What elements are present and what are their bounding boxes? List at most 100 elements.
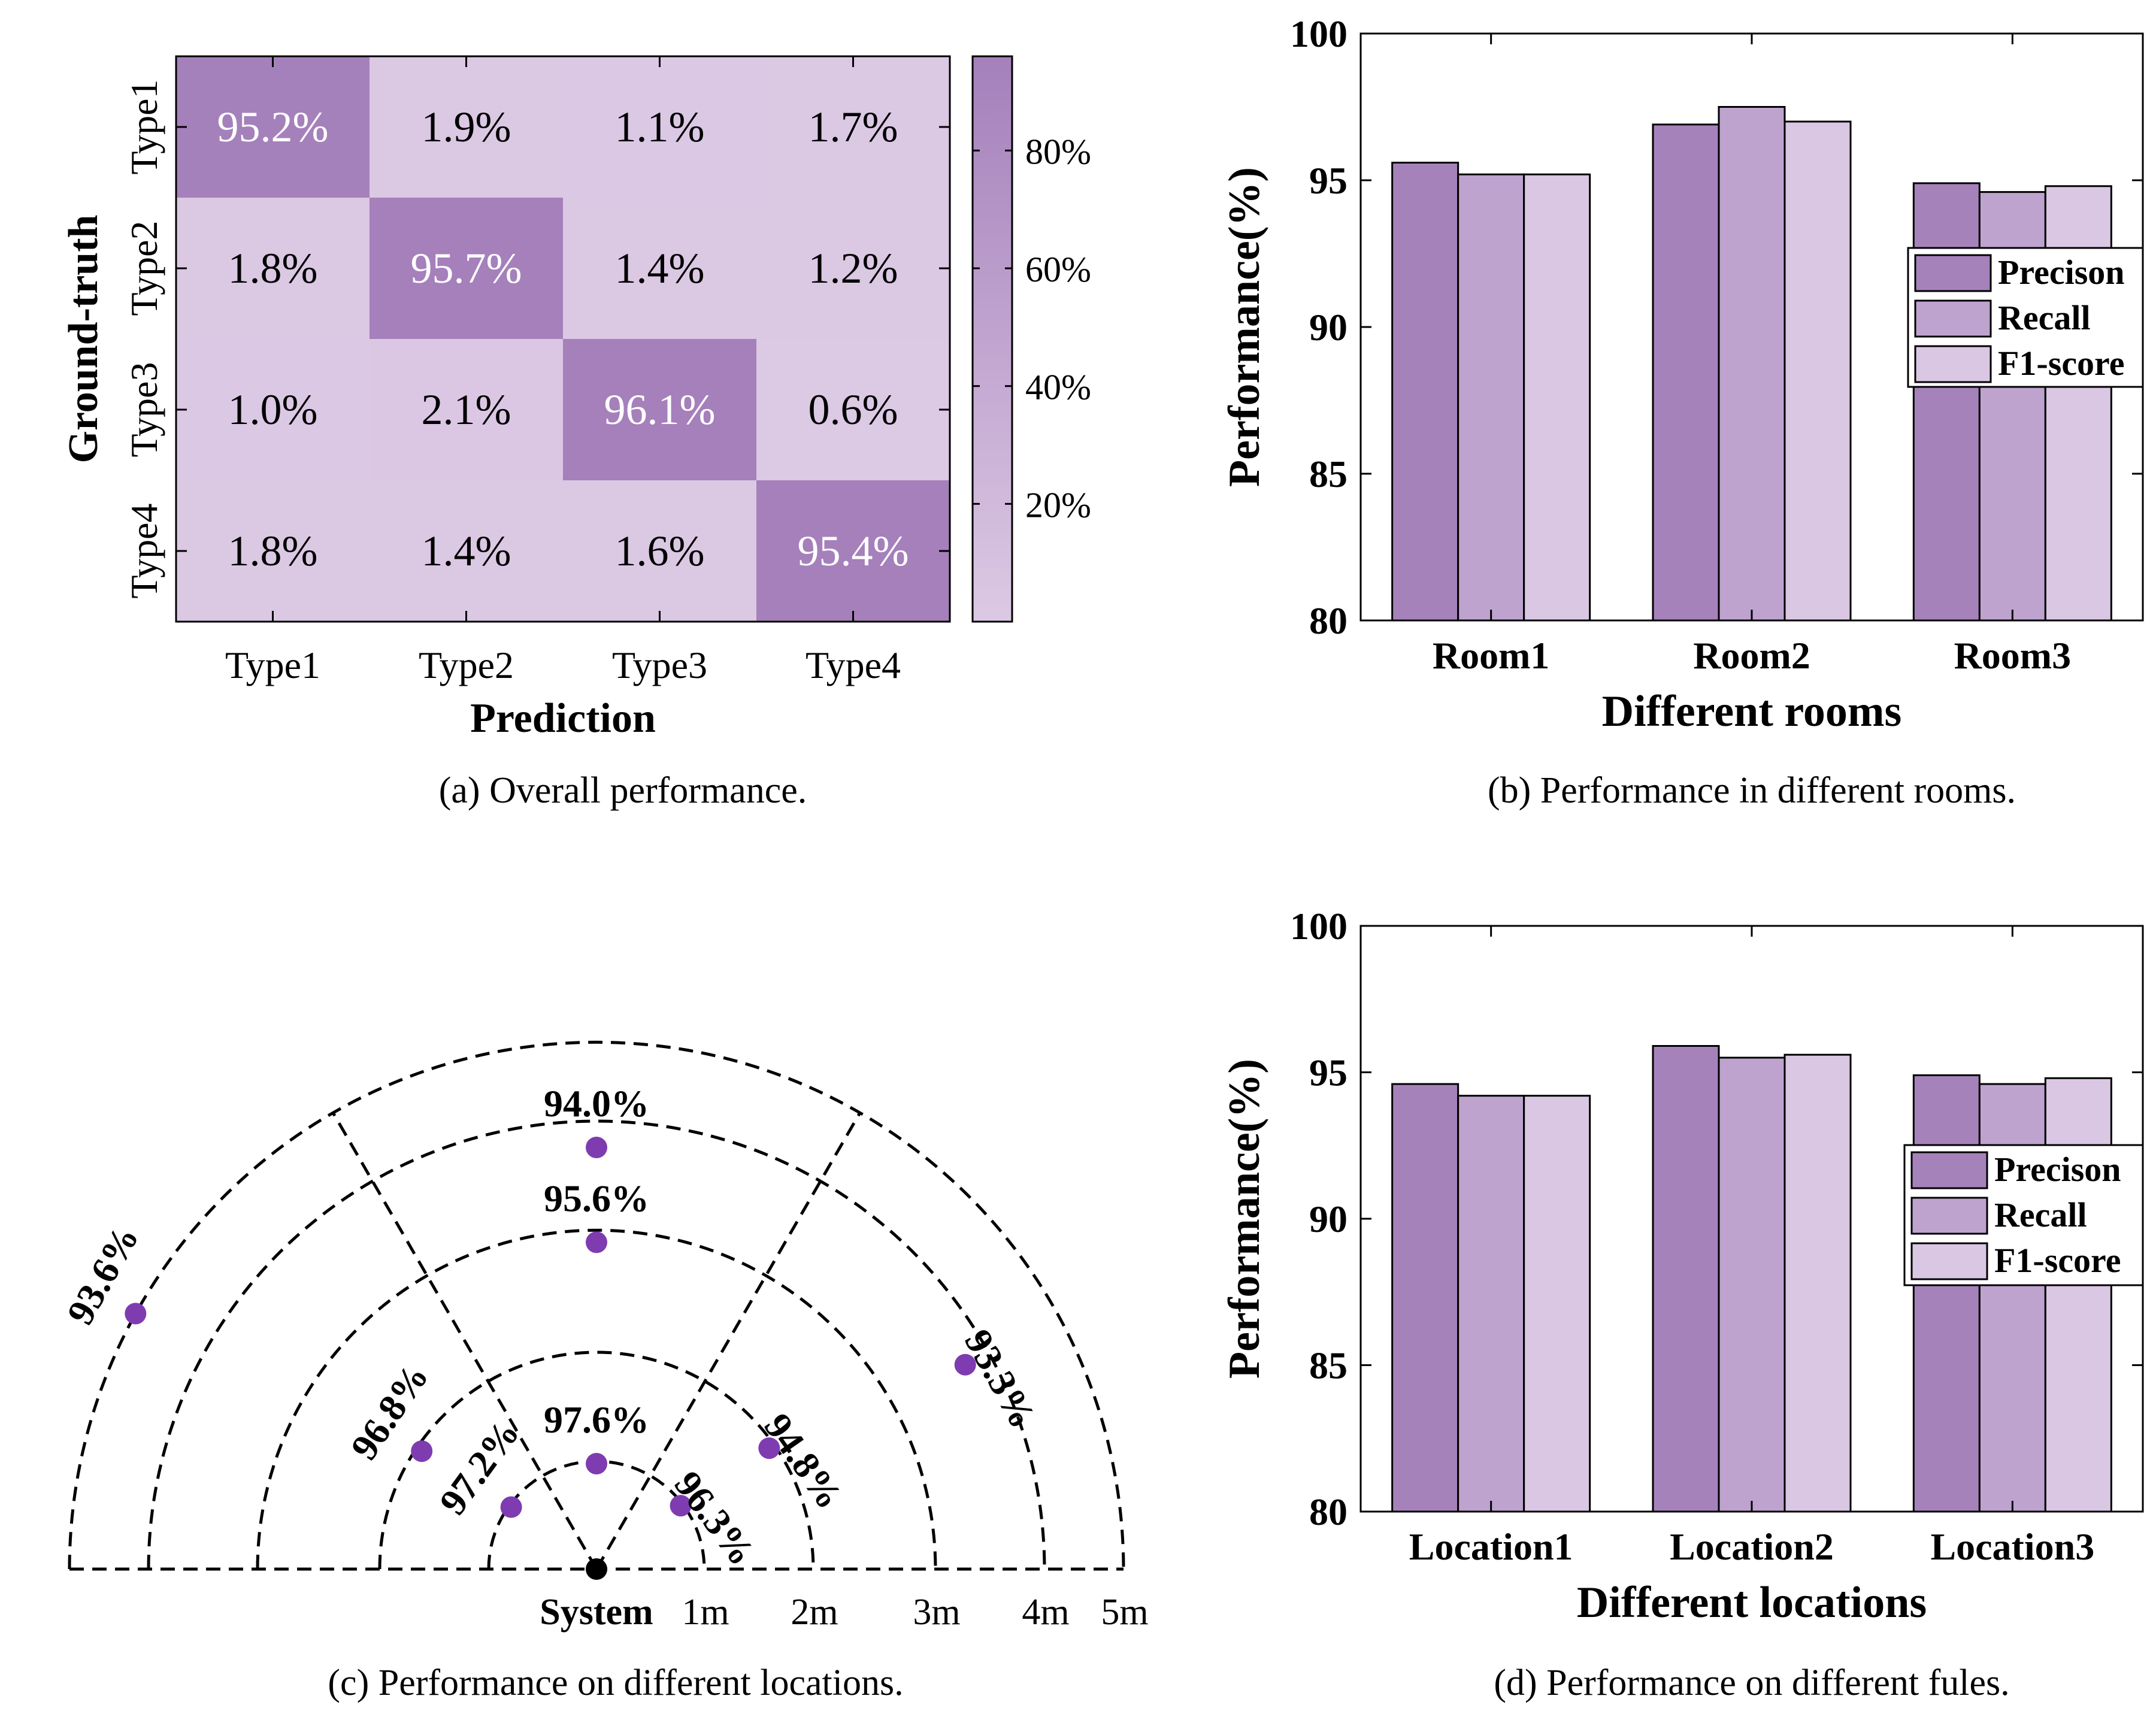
caption-c: (c) Performance on different locations. xyxy=(328,1663,903,1703)
x-tick-label: Type1 xyxy=(225,644,320,686)
bar-chart-d: Location1 Location2 Location3 80 85 90 95 100 Di… xyxy=(1220,905,2144,1703)
x-axis-label: Prediction xyxy=(470,695,656,741)
legend-swatch xyxy=(1910,1151,1988,1189)
legend-label: Recall xyxy=(1998,298,2091,337)
heatmap-cell-label: 1.6% xyxy=(615,527,705,575)
y-tick-label: 100 xyxy=(1290,905,1348,947)
bar xyxy=(1718,1056,1786,1513)
range-arc xyxy=(256,1228,937,1570)
heatmap-frame xyxy=(175,55,951,623)
y-tick-label: 95 xyxy=(1309,159,1348,202)
heatmap-cell-label: 1.9% xyxy=(422,103,511,151)
x-tick-label: Room2 xyxy=(1693,634,1810,677)
x-tick-label: Room1 xyxy=(1433,634,1550,677)
y-axis-label: Ground-truth xyxy=(60,215,107,464)
point-label: 93.3% xyxy=(956,1322,1044,1435)
heatmap-cell xyxy=(756,56,950,198)
heatmap-cell-label: 1.8% xyxy=(228,527,318,575)
colorbar xyxy=(971,55,1013,623)
legend-label: F1-score xyxy=(1994,1241,2121,1280)
point-label: 94.0% xyxy=(544,1082,649,1125)
legend: Precison Recall F1-score xyxy=(1907,247,2144,388)
range-arc xyxy=(378,1350,815,1570)
location-point xyxy=(586,1453,607,1474)
polar-chart-c: 1m 2m 3m 4m 5mSystem94.0%95.6%97.6%93.6%96.8… xyxy=(59,1040,1149,1703)
x-tick-label: Type4 xyxy=(806,644,901,686)
range-arc xyxy=(487,1459,706,1570)
y-tick-label: 90 xyxy=(1309,306,1348,349)
origin-label: System xyxy=(540,1592,653,1633)
heatmap-cell xyxy=(563,198,756,339)
range-label: 5m xyxy=(1101,1592,1148,1633)
caption-d: (d) Performance on different fules. xyxy=(1494,1663,2009,1703)
bar xyxy=(1783,120,1852,622)
y-tick-label: 85 xyxy=(1309,453,1348,495)
bar xyxy=(2044,1077,2112,1513)
bar xyxy=(1457,173,1525,622)
bar-chart-b: Room1 Room2 Room3 80 85 90 95 100 Different room… xyxy=(1220,13,2144,811)
location-point xyxy=(670,1495,692,1517)
colorbar-tick-label: 60% xyxy=(1025,250,1091,289)
y-tick-label: 80 xyxy=(1309,599,1348,642)
location-point xyxy=(954,1353,976,1376)
legend-swatch xyxy=(1914,299,1992,338)
y-tick-label: 100 xyxy=(1290,13,1348,55)
y-axis-label: Performance(%) xyxy=(1220,167,1269,487)
x-axis-label: Different locations xyxy=(1577,1578,1927,1627)
location-point xyxy=(758,1437,780,1459)
x-tick-label: Location2 xyxy=(1670,1525,1834,1568)
colorbar-tick-label: 80% xyxy=(1025,132,1091,171)
location-point xyxy=(586,1231,607,1253)
range-label: 2m xyxy=(791,1592,838,1633)
heatmap-cell-label: 95.4% xyxy=(798,527,909,575)
point-label: 94.8% xyxy=(756,1406,851,1516)
system-origin xyxy=(586,1558,607,1580)
heatmap-cell-label: 96.1% xyxy=(604,386,716,434)
caption-a: (a) Overall performance. xyxy=(439,770,807,811)
y-tick-label: 85 xyxy=(1309,1344,1348,1387)
heatmap-cell-label: 0.6% xyxy=(808,386,898,434)
x-tick-label: Room3 xyxy=(1954,634,2072,677)
y-tick-label: Type4 xyxy=(123,503,165,598)
heatmap-cell xyxy=(756,339,950,480)
bar xyxy=(1652,123,1720,622)
sector-line xyxy=(331,1112,598,1570)
bar xyxy=(1391,1083,1459,1513)
heatmap-cell xyxy=(370,56,563,198)
heatmap-cell-label: 1.0% xyxy=(228,386,318,434)
heatmap-cell xyxy=(563,56,756,198)
y-tick-label: Type3 xyxy=(123,362,165,457)
bar xyxy=(1457,1095,1525,1513)
y-tick-label: 80 xyxy=(1309,1491,1348,1533)
location-point xyxy=(500,1496,522,1518)
bar xyxy=(1783,1053,1852,1513)
legend-label: Precison xyxy=(1994,1150,2121,1189)
heatmap-a: 95.2% 1.9% 1.1% 1.7% 1.8% 95.7% 1.4% 1.2% 1.0% 2.… xyxy=(60,55,1091,811)
colorbar-tick-label: 40% xyxy=(1025,368,1091,407)
heatmap-cell-label: 1.8% xyxy=(228,244,318,292)
range-arc xyxy=(68,1040,1125,1570)
heatmap-cell xyxy=(176,198,370,339)
heatmap-cell xyxy=(370,198,563,339)
bar xyxy=(1652,1044,1720,1513)
heatmap-cell-label: 1.2% xyxy=(808,244,898,292)
y-tick-label: Type1 xyxy=(123,79,165,174)
heatmap-cell xyxy=(176,339,370,480)
heatmap-cell xyxy=(756,480,950,622)
heatmap-cell-label: 2.1% xyxy=(422,386,511,434)
colorbar-tick-label: 20% xyxy=(1025,485,1091,525)
range-label: 1m xyxy=(682,1592,729,1633)
bar xyxy=(1718,106,1786,622)
y-tick-label: Type2 xyxy=(123,220,165,316)
heatmap-cell xyxy=(756,198,950,339)
legend-swatch xyxy=(1910,1197,1988,1235)
bar xyxy=(1523,1095,1591,1513)
heatmap-cell xyxy=(563,339,756,480)
bar xyxy=(1523,173,1591,622)
heatmap-cell xyxy=(176,480,370,622)
legend-swatch xyxy=(1914,254,1992,292)
x-axis-label: Different rooms xyxy=(1602,687,1902,736)
x-tick-label: Type3 xyxy=(612,644,707,686)
heatmap-cell xyxy=(563,480,756,622)
